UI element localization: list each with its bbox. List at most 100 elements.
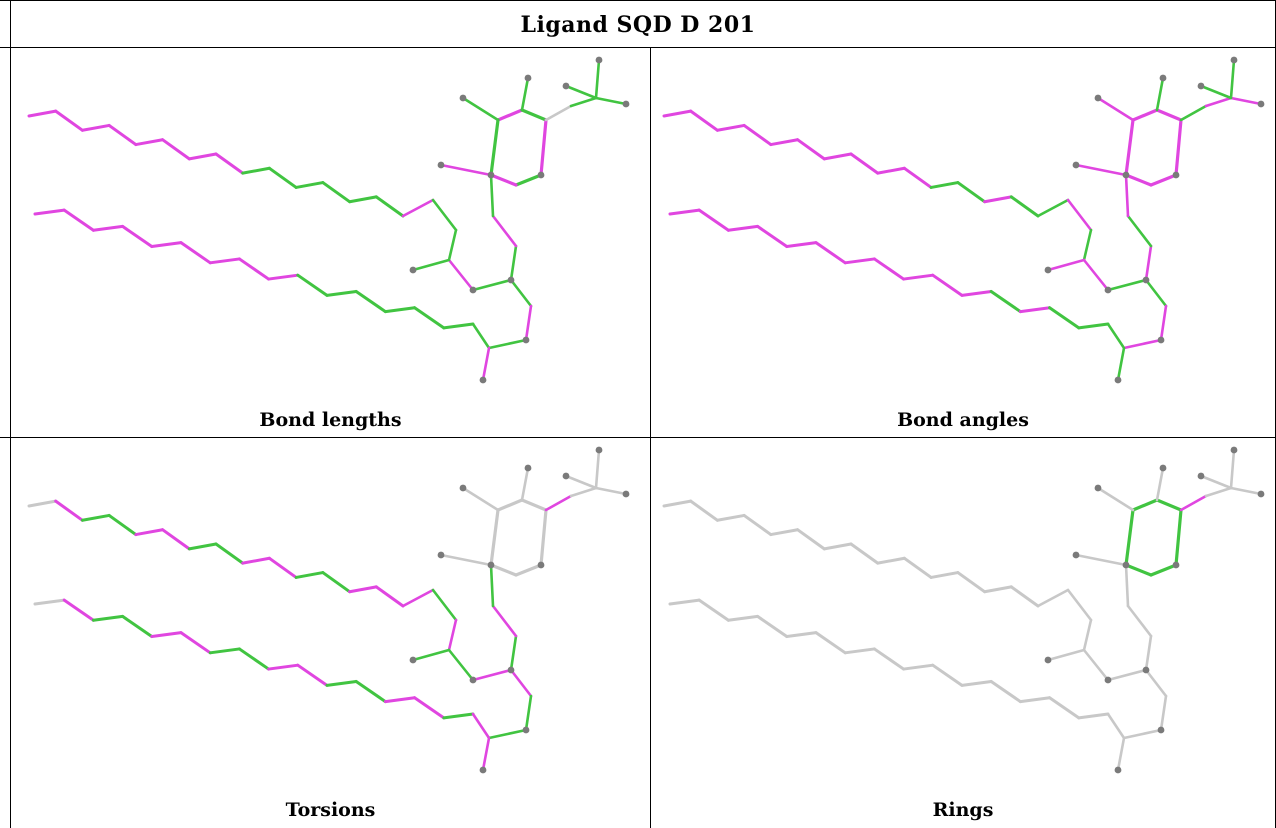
atom xyxy=(1073,552,1080,559)
atom xyxy=(1258,491,1265,498)
chain-bond xyxy=(758,616,787,636)
core-bond xyxy=(1146,670,1166,696)
atom xyxy=(1143,277,1150,284)
chain-bond xyxy=(350,197,377,202)
atom xyxy=(1115,377,1122,384)
chain-bond xyxy=(958,573,985,592)
ring-bond xyxy=(1151,565,1176,575)
ring-bond xyxy=(491,175,516,185)
core-bond xyxy=(1206,488,1231,496)
core-bond xyxy=(1124,340,1161,348)
torsions-panel xyxy=(11,438,650,793)
core-bond xyxy=(463,98,498,120)
core-bond xyxy=(1118,738,1124,770)
core-bond xyxy=(511,636,516,670)
chain-bond xyxy=(728,616,757,620)
atom xyxy=(1105,677,1112,684)
core-bond xyxy=(441,555,491,565)
core-bond xyxy=(1157,78,1163,110)
core-bond xyxy=(1084,260,1108,290)
core-bond xyxy=(522,468,528,500)
chain-bond xyxy=(415,308,444,328)
table-top-border xyxy=(0,0,1276,1)
chain-bond xyxy=(985,197,1012,202)
core-bond xyxy=(473,670,511,680)
chain-bond xyxy=(962,681,991,685)
atom xyxy=(438,552,445,559)
chain-bond xyxy=(296,573,323,578)
core-bond xyxy=(1048,260,1084,270)
chain-bond xyxy=(878,558,905,563)
chain-bond xyxy=(824,154,851,159)
atom xyxy=(1045,657,1052,664)
core-bond xyxy=(1146,636,1151,670)
chain-bond xyxy=(239,649,268,669)
core-bond xyxy=(1157,468,1163,500)
chain-bond xyxy=(163,530,190,549)
chain-bond xyxy=(816,243,845,263)
chain-bond xyxy=(29,501,56,506)
chain-bond xyxy=(356,291,385,311)
core-bond xyxy=(511,280,531,306)
chain-bond xyxy=(82,125,109,130)
chain-bond xyxy=(444,324,473,328)
core-bond xyxy=(1108,714,1124,738)
ligand-title: Ligand SQD D 201 xyxy=(0,12,1276,38)
atom xyxy=(538,562,545,569)
chain-bond xyxy=(239,259,268,279)
chain-bond xyxy=(243,168,270,173)
chain-bond xyxy=(699,210,728,230)
chain-bond xyxy=(216,154,243,173)
chain-bond xyxy=(35,600,64,604)
atom xyxy=(1105,287,1112,294)
core-bond xyxy=(1206,98,1231,106)
core-bond xyxy=(1038,590,1068,606)
ring-bond xyxy=(1157,110,1181,120)
ring-bond xyxy=(498,500,522,510)
chain-bond xyxy=(376,197,403,216)
chain-bond xyxy=(904,275,933,279)
core-bond xyxy=(1231,450,1234,488)
core-bond xyxy=(1126,565,1128,606)
chain-bond xyxy=(385,308,414,312)
chain-bond xyxy=(327,291,356,295)
atom xyxy=(480,377,487,384)
atom xyxy=(1160,75,1167,82)
chain-bond xyxy=(181,633,210,653)
chain-bond xyxy=(56,501,83,520)
atom xyxy=(460,485,467,492)
atom xyxy=(523,727,530,734)
core-bond xyxy=(1108,280,1146,290)
chain-bond xyxy=(109,515,136,534)
core-bond xyxy=(596,60,599,98)
atom xyxy=(563,473,570,480)
chain-bond xyxy=(415,698,444,718)
chain-bond xyxy=(728,226,757,230)
caption-rings: Rings xyxy=(651,799,1275,821)
core-bond xyxy=(1048,650,1084,660)
atom xyxy=(523,337,530,344)
atom xyxy=(563,83,570,90)
chain-bond xyxy=(93,616,122,620)
core-bond xyxy=(483,738,489,770)
core-bond xyxy=(1118,348,1124,380)
core-bond xyxy=(1146,280,1166,306)
chain-bond xyxy=(717,515,744,520)
chain-bond xyxy=(29,111,56,116)
core-bond xyxy=(1201,86,1231,98)
ring-bond xyxy=(541,120,546,175)
chain-bond xyxy=(82,515,109,520)
atom xyxy=(1115,767,1122,774)
atom xyxy=(1123,172,1130,179)
bond-angles-panel xyxy=(651,48,1275,403)
core-bond xyxy=(1161,696,1166,730)
chain-bond xyxy=(664,501,691,506)
core-bond xyxy=(511,670,531,696)
chain-bond xyxy=(296,183,323,188)
chain-bond xyxy=(298,665,327,685)
ring-bond xyxy=(491,510,498,565)
chain-bond xyxy=(269,275,298,279)
atom xyxy=(1231,447,1238,454)
core-bond xyxy=(1038,200,1068,216)
core-bond xyxy=(1068,590,1091,620)
